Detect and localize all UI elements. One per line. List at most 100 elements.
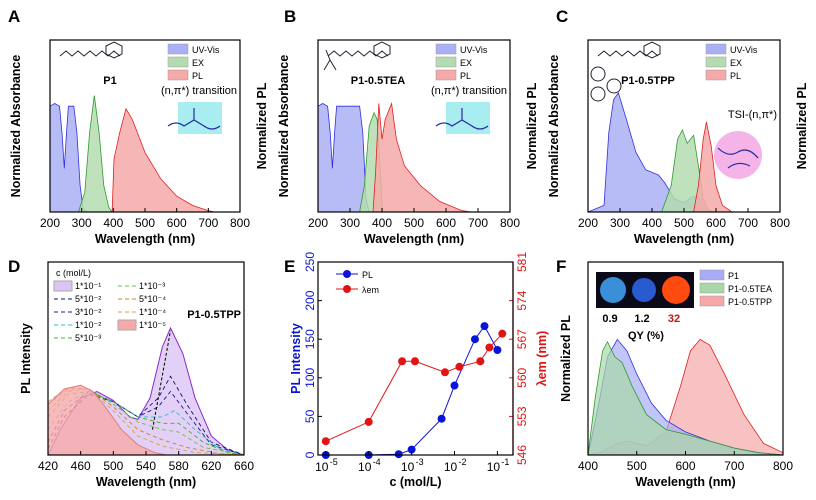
legend-swatch	[699, 269, 725, 281]
tpp-glow-photo	[662, 276, 690, 304]
y-axis-title-left: PL Intensity	[289, 323, 303, 394]
polymer-chain	[59, 50, 121, 57]
legend-label: PL	[460, 71, 471, 81]
y-tick-label-right: 581	[515, 252, 529, 272]
x-axis-title: c (mol/L)	[389, 475, 441, 489]
phenyl-ring	[590, 86, 606, 102]
data-point	[455, 362, 464, 371]
shift-arrow-icon	[152, 330, 171, 430]
x-tick-label: 700	[738, 216, 758, 230]
transition-annotation: (n,π*) transition	[161, 85, 237, 97]
legend-swatch	[167, 56, 189, 68]
x-tick-label: 500	[627, 459, 647, 473]
tsi-cluster-icon	[714, 131, 762, 179]
x-tick-label: 700	[198, 216, 218, 230]
x-tick-label: 400	[578, 459, 598, 473]
legend-label: 3*10⁻²	[75, 307, 101, 317]
x-tick-label: 200	[578, 216, 598, 230]
x-tick-label: 10	[487, 460, 501, 474]
y-axis-title: Normalized PL	[559, 315, 573, 402]
y-tick-label-right: 553	[515, 406, 529, 426]
x-axis-title: Wavelength (nm)	[96, 475, 196, 489]
qy-value: 0.9	[602, 313, 617, 325]
data-point	[493, 346, 502, 355]
sample-label: P1-0.5TPP	[187, 309, 241, 321]
data-point	[498, 329, 507, 338]
polymer-chain	[597, 50, 659, 57]
x-tick-label: 700	[468, 216, 488, 230]
cluster-chains	[717, 147, 759, 169]
x-tick-exponent: -2	[459, 457, 467, 467]
polymer-chain	[327, 50, 389, 57]
data-point	[437, 414, 446, 423]
phenyl-ring	[590, 66, 606, 82]
data-point	[485, 343, 494, 352]
y-axis-title: PL Intensity	[19, 323, 33, 394]
carbonyl-highlight-box	[178, 102, 222, 134]
legend-swatch	[117, 319, 137, 331]
qy-value: 1.2	[634, 313, 649, 325]
ester-group-icon	[435, 108, 489, 130]
y-tick-label-left: 200	[303, 290, 317, 310]
legend-label: 1*10⁻³	[139, 281, 165, 291]
y-axis-title-right: Normalized PL	[255, 82, 269, 169]
x-axis-title: Wavelength (nm)	[635, 475, 735, 489]
panel-letter: C	[556, 7, 568, 26]
x-tick-label: 300	[610, 216, 630, 230]
legend-label: PL	[192, 71, 203, 81]
legend-label: EX	[730, 58, 742, 68]
legend-label: PL	[730, 71, 741, 81]
legend-swatch	[705, 43, 727, 55]
y-tick-label-right: 560	[515, 367, 529, 387]
legend-marker	[343, 285, 351, 293]
legend-swatch	[705, 56, 727, 68]
legend-label: 5*10⁻⁴	[139, 294, 166, 304]
series-pl-area	[111, 107, 215, 213]
chemical-structure-icon	[590, 41, 661, 102]
x-tick-label: 420	[38, 459, 58, 473]
benzene-ring	[105, 41, 123, 59]
sample-label: P1-0.5TPP	[621, 75, 675, 87]
data-point	[470, 335, 479, 344]
x-tick-label: 620	[201, 459, 221, 473]
series-uv-vis-area	[49, 103, 89, 213]
y-tick-label-right: 567	[515, 329, 529, 349]
data-point	[394, 450, 403, 459]
data-point	[450, 381, 459, 390]
legend-label: 5*10⁻³	[75, 333, 101, 343]
benzene-ring	[373, 41, 391, 59]
x-tick-label: 460	[71, 459, 91, 473]
panel-letter: D	[8, 257, 20, 276]
qy-value: 32	[668, 313, 680, 325]
x-tick-label: 200	[308, 216, 328, 230]
legend-label: 5*10⁻²	[75, 294, 101, 304]
x-tick-label: 800	[500, 216, 520, 230]
legend-label: P1	[728, 271, 739, 281]
y-axis-title-right: λem (nm)	[535, 331, 549, 387]
x-tick-exponent: -4	[373, 457, 381, 467]
chemical-structure-icon	[323, 41, 391, 71]
x-tick-label: 400	[103, 216, 123, 230]
ester-group-icon	[167, 108, 221, 130]
legend-label: UV-Vis	[730, 45, 758, 55]
x-tick-label: 200	[40, 216, 60, 230]
series-dashed-line	[47, 391, 245, 456]
legend-swatch	[167, 43, 189, 55]
x-tick-exponent: -5	[330, 457, 338, 467]
y-axis-title-right: Normalized PL	[795, 82, 809, 169]
series-area	[587, 340, 784, 456]
series-pl-area	[372, 101, 472, 213]
x-tick-label: 800	[770, 216, 790, 230]
legend-label: 1*10⁻⁴	[139, 307, 166, 317]
qy-label: QY (%)	[628, 330, 664, 342]
series-ex-area	[77, 95, 113, 213]
panel-letter: F	[556, 257, 566, 276]
x-tick-label: 700	[724, 459, 744, 473]
data-point	[407, 445, 416, 454]
transition-annotation: TSI-(n,π*)	[728, 109, 777, 121]
x-tick-exponent: -1	[501, 457, 509, 467]
series-line-pl	[325, 325, 498, 456]
p1-glow-photo	[600, 277, 626, 303]
panel-letter: A	[8, 7, 20, 26]
legend-label: EX	[192, 58, 204, 68]
